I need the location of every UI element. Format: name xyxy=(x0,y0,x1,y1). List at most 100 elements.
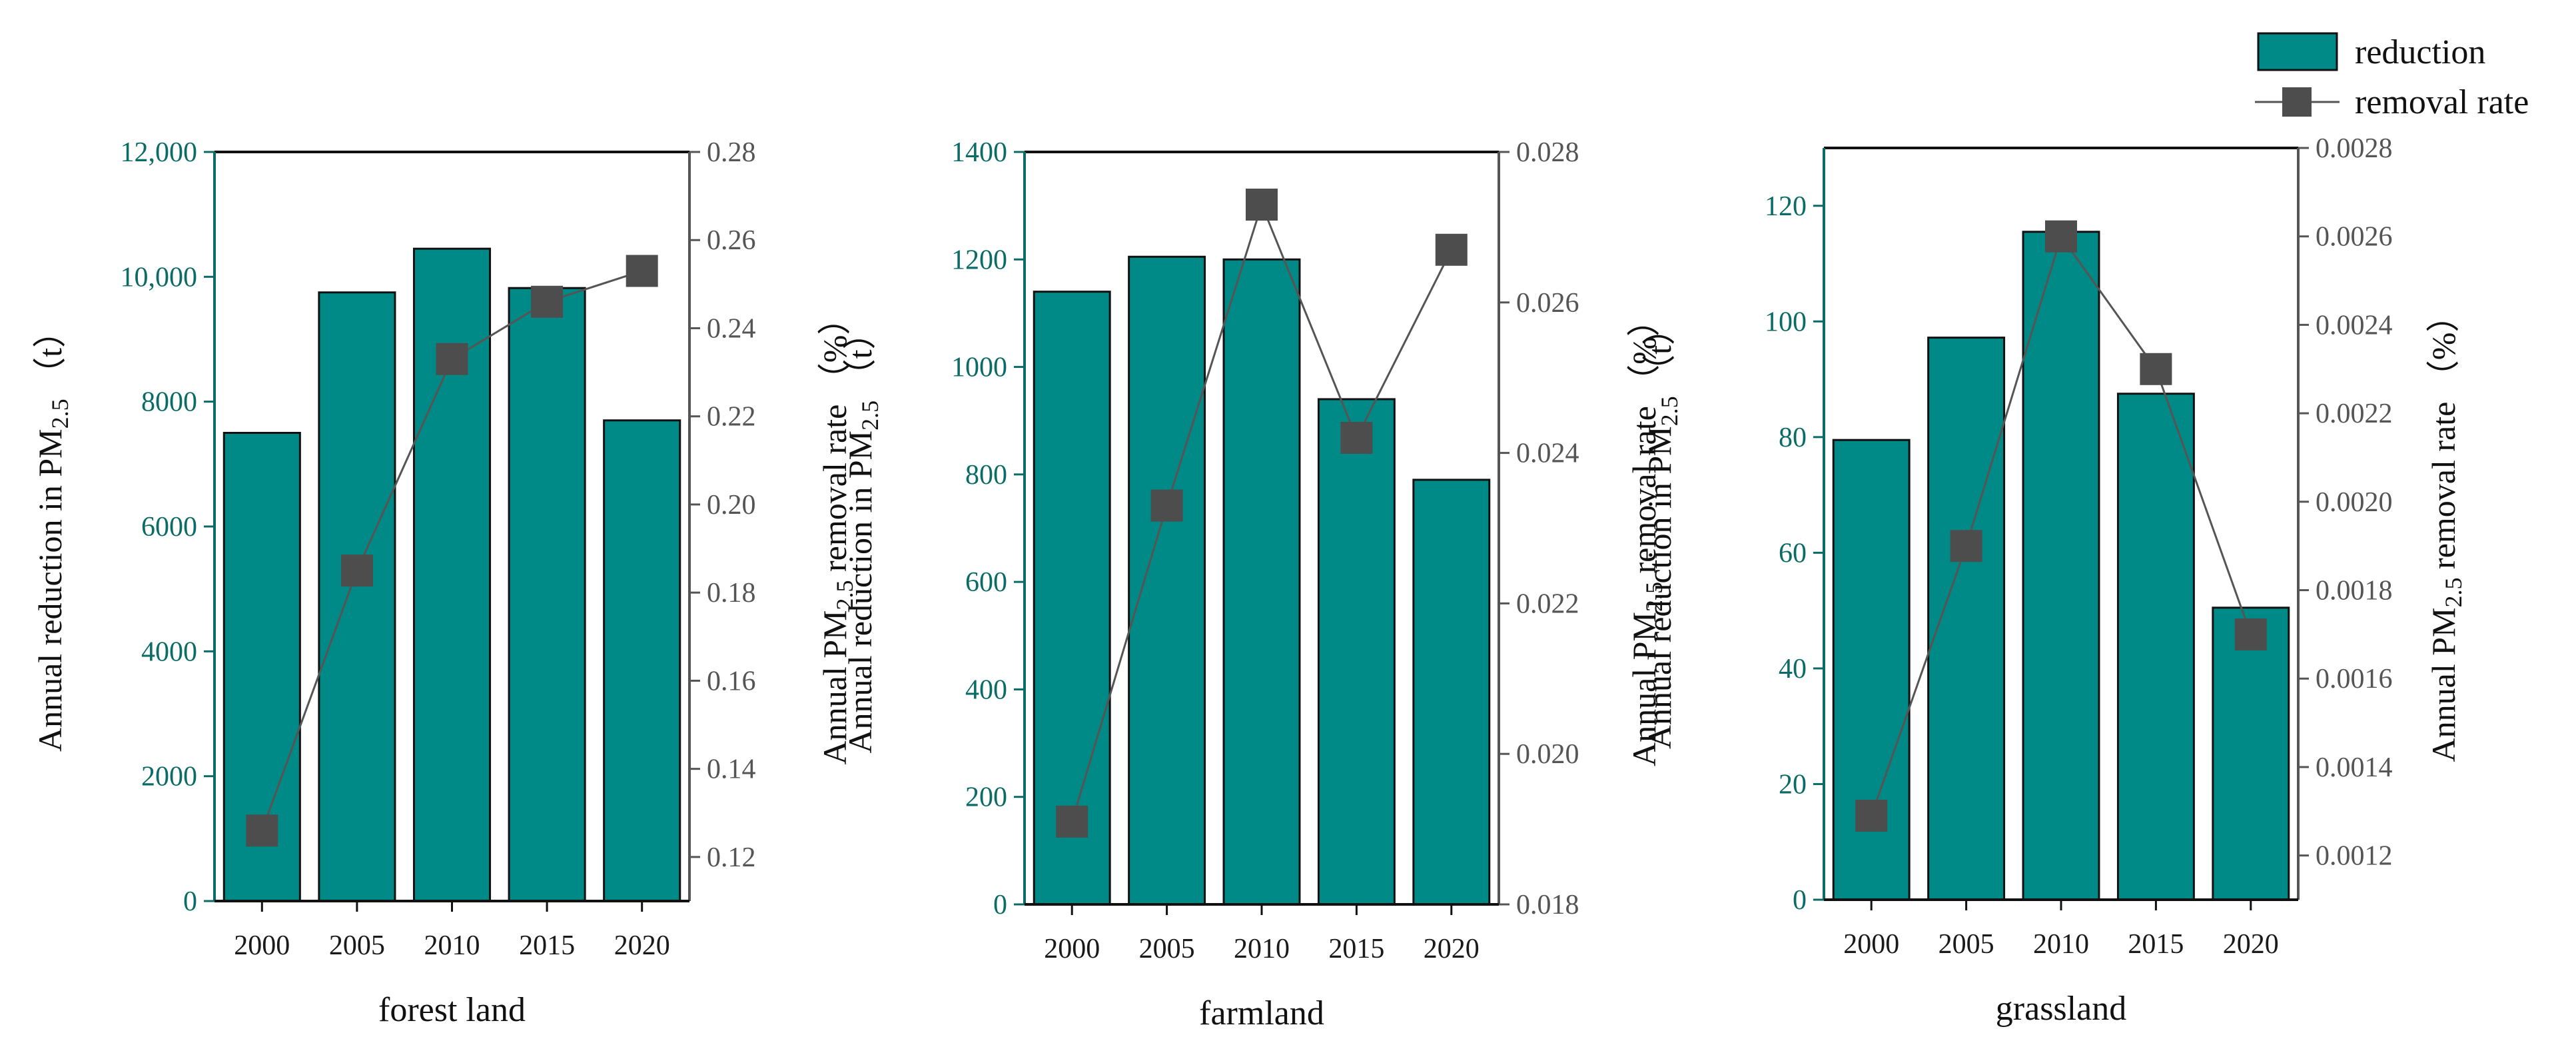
left-tick-label: 600 xyxy=(965,567,1007,598)
bar-2010 xyxy=(2022,231,2100,901)
left-tick-label: 1400 xyxy=(951,137,1007,168)
left-tick-label: 0 xyxy=(993,890,1007,920)
left-tick-label: 100 xyxy=(1765,307,1807,337)
left-tick-label: 200 xyxy=(965,782,1007,813)
left-tick-label: 40 xyxy=(1779,654,1807,684)
left-tick-label: 20 xyxy=(1779,769,1807,800)
x-tick-label: 2010 xyxy=(2033,929,2089,960)
left-tick-label: 0 xyxy=(183,886,197,917)
right-axis-title: Annual PM2.5 removal rate （%） xyxy=(816,302,858,765)
right-tick-label: 0.0020 xyxy=(2316,487,2393,518)
chart-panels: 0200040006000800010,00012,0000.120.140.1… xyxy=(31,133,2467,1032)
bar-2010 xyxy=(1222,258,1301,906)
right-tick-label: 0.0012 xyxy=(2316,841,2393,872)
x-tick-label: 2015 xyxy=(2128,929,2184,960)
left-tick-label: 60 xyxy=(1779,538,1807,568)
left-tick-label: 6000 xyxy=(141,512,197,542)
left-tick-label: 0 xyxy=(1793,885,1807,916)
left-tick-label: 8000 xyxy=(141,387,197,418)
right-tick-label: 0.12 xyxy=(707,842,756,873)
bar-2020 xyxy=(2212,606,2290,901)
x-tick-label: 2020 xyxy=(1424,934,1480,964)
panel-title: forest land xyxy=(378,991,526,1029)
left-tick-label: 80 xyxy=(1779,423,1807,453)
bar-2020 xyxy=(1412,479,1491,906)
legend: reduction removal rate xyxy=(2255,32,2529,121)
chart-panel-1: 0 2000 4000 6000 8000 10,000 12,000 0.12 0.14 0.1… xyxy=(31,137,858,1029)
chart-panel-3: 0 20 40 60 80 100 120 0.0012 0.0014 0.0016 0.0018 0… xyxy=(1641,133,2467,1028)
x-tick-label: 2020 xyxy=(2223,929,2279,960)
panel-title: grassland xyxy=(1996,990,2126,1028)
removal-rate-marker-2015 xyxy=(1340,422,1373,455)
right-tick-label: 0.018 xyxy=(1516,890,1579,920)
removal-rate-marker-2010 xyxy=(1246,189,1278,221)
left-tick-label: 400 xyxy=(965,674,1007,705)
left-tick-label: 12,000 xyxy=(121,137,198,168)
right-tick-label: 0.028 xyxy=(1516,137,1579,168)
right-tick-label: 0.24 xyxy=(707,313,756,344)
legend-marker-swatch xyxy=(2282,87,2312,117)
removal-rate-marker-2015 xyxy=(531,285,564,318)
right-tick-label: 0.0028 xyxy=(2316,133,2393,164)
bar-2020 xyxy=(603,419,681,902)
removal-rate-marker-2000 xyxy=(1855,799,1888,832)
right-tick-label: 0.0016 xyxy=(2316,664,2393,694)
right-tick-label: 0.28 xyxy=(707,137,756,168)
x-tick-label: 2015 xyxy=(1328,934,1384,964)
right-tick-label: 0.16 xyxy=(707,666,756,696)
removal-rate-marker-2005 xyxy=(340,554,373,587)
x-tick-label: 2005 xyxy=(1938,929,1994,960)
removal-rate-marker-2000 xyxy=(246,814,278,847)
x-tick-label: 2020 xyxy=(614,930,670,961)
right-tick-label: 0.020 xyxy=(1516,739,1579,770)
right-tick-label: 0.22 xyxy=(707,402,756,433)
right-tick-label: 0.0018 xyxy=(2316,576,2393,606)
right-tick-label: 0.022 xyxy=(1516,588,1579,619)
left-tick-label: 1200 xyxy=(951,245,1007,275)
bar-2015 xyxy=(1317,398,1396,906)
removal-rate-marker-2005 xyxy=(1950,530,1982,562)
left-tick-label: 1000 xyxy=(951,353,1007,383)
legend-bar-label: reduction xyxy=(2355,33,2485,71)
x-tick-label: 2005 xyxy=(1139,934,1195,964)
legend-bar-swatch xyxy=(2257,32,2338,71)
right-tick-label: 0.0026 xyxy=(2316,222,2393,253)
legend-line-label: removal rate xyxy=(2355,83,2529,121)
x-tick-label: 2010 xyxy=(1234,934,1290,964)
removal-rate-marker-2005 xyxy=(1150,489,1183,522)
right-tick-label: 0.024 xyxy=(1516,439,1579,469)
right-tick-label: 0.14 xyxy=(707,754,756,785)
bar-2000 xyxy=(1033,291,1111,906)
left-axis-title: Annual reduction in PM2.5 （t） xyxy=(1641,312,1683,749)
x-tick-label: 2000 xyxy=(1044,934,1100,964)
removal-rate-marker-2010 xyxy=(436,343,468,375)
panel-title: farmland xyxy=(1199,994,1324,1032)
bar-2005 xyxy=(318,291,396,902)
left-tick-label: 120 xyxy=(1765,191,1807,222)
chart-panel-2: 0 200 400 600 800 1000 1200 1400 0.018 0.020 0.022… xyxy=(841,137,1667,1032)
right-tick-label: 0.0014 xyxy=(2316,752,2393,783)
left-tick-label: 2000 xyxy=(141,762,197,792)
removal-rate-marker-2015 xyxy=(2140,353,2172,385)
x-tick-label: 2005 xyxy=(329,930,385,961)
right-tick-label: 0.20 xyxy=(707,490,756,521)
left-tick-label: 4000 xyxy=(141,636,197,667)
removal-rate-marker-2010 xyxy=(2045,220,2077,253)
left-tick-label: 10,000 xyxy=(121,262,198,293)
right-tick-label: 0.0022 xyxy=(2316,399,2393,429)
removal-rate-marker-2020 xyxy=(1435,233,1468,266)
x-tick-label: 2015 xyxy=(519,930,575,961)
removal-rate-marker-2020 xyxy=(2234,618,2267,650)
right-axis-title: Annual PM2.5 removal rate （%） xyxy=(1625,303,1667,766)
right-tick-label: 0.0024 xyxy=(2316,310,2393,341)
removal-rate-marker-2020 xyxy=(626,255,658,287)
removal-rate-marker-2000 xyxy=(1056,805,1088,838)
x-tick-label: 2010 xyxy=(424,930,480,961)
right-tick-label: 0.026 xyxy=(1516,288,1579,319)
right-axis-title: Annual PM2.5 removal rate （%） xyxy=(2425,299,2467,762)
bar-2005 xyxy=(1128,255,1206,906)
right-tick-label: 0.18 xyxy=(707,578,756,608)
bar-2015 xyxy=(508,287,586,902)
x-tick-label: 2000 xyxy=(234,930,290,961)
